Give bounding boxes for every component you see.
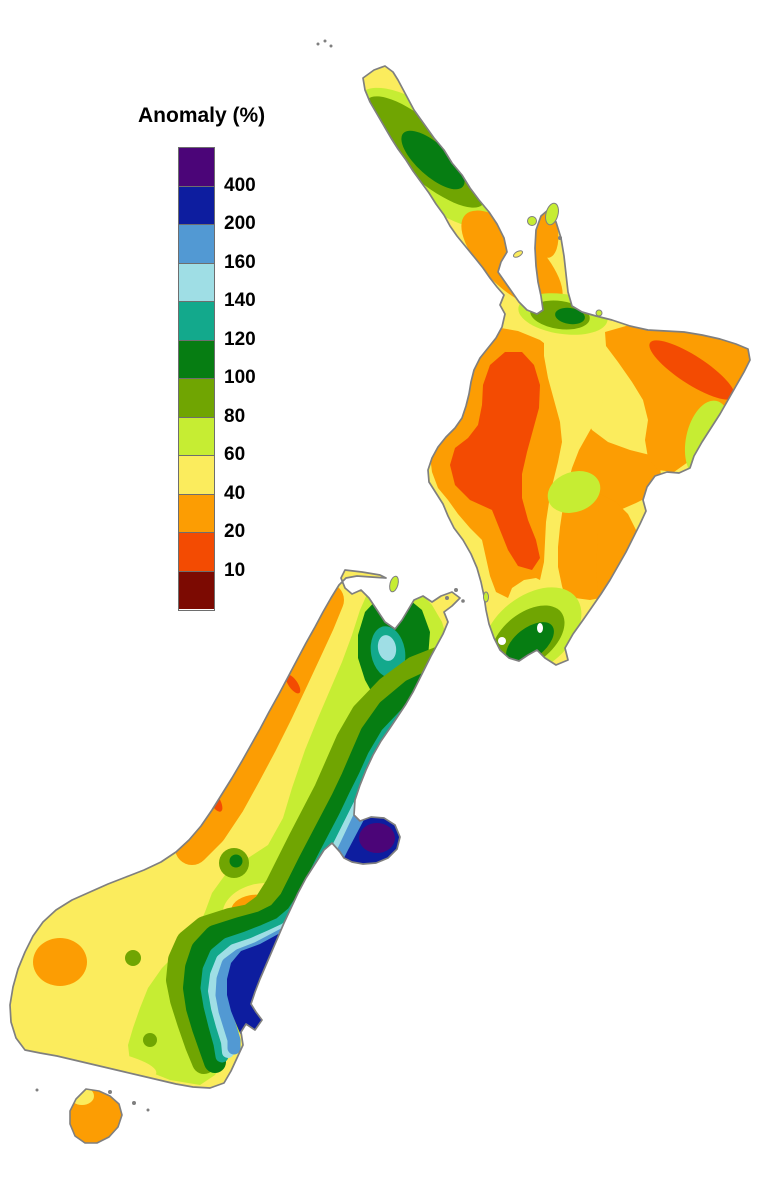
legend-tick-label: 140 [224,290,256,311]
contour-northland-darkgreen [401,130,465,190]
legend-tick-label: 100 [224,367,256,388]
sounds-islet-2 [454,588,458,592]
durville-island [389,575,399,593]
north-island-coastline [362,65,751,666]
mercury-islet [558,236,562,240]
legend-swatch [179,340,214,379]
contour-eastcape-orange [605,320,750,472]
legend-swatch [179,494,214,533]
legend-tick-label: 120 [224,328,256,350]
three-kings-islet-2 [323,39,327,43]
legend-tick-label: 80 [224,405,246,427]
contour-alps-darkgreen-band [183,665,453,1073]
contour-southland-olive-dot-1 [125,950,141,966]
legend-swatch [179,263,214,302]
north-island-contours [363,87,750,665]
contour-fiordland-orange [33,938,87,986]
great-barrier-island [545,202,559,226]
contour-westcoast-red-sliver-north [285,674,301,694]
legend-tick-label: 20 [224,521,246,542]
waiheke-island [512,250,524,258]
legend-swatch [179,379,214,418]
north-island [362,65,751,666]
contour-westcoast-orange-band [175,583,344,865]
legend-swatch [179,571,214,609]
sounds-islet-3 [461,599,465,603]
solander-islet [35,1088,39,1092]
contour-banks-purple [359,823,395,853]
contour-central-yellow-corridor [536,322,603,608]
south-island-coastline [9,569,461,1089]
ruapuke-islet [132,1101,136,1105]
contour-central-red-band [450,352,540,570]
legend-swatch [179,225,214,264]
contour-southland-olive-dot-2 [143,1033,157,1047]
three-kings-islet-1 [316,42,320,46]
stewart-islet-1 [146,1108,150,1112]
legend-tick-label: 200 [224,213,256,234]
sounds-islet-1 [445,596,449,600]
lake-wairarapa [537,623,543,633]
contour-mahia-olive [694,459,706,477]
legend-title: Anomaly (%) [138,104,266,127]
stewart-island-coastline [69,1088,123,1144]
stewart-island [69,1088,123,1144]
stewart-islet-2 [108,1090,112,1094]
legend-swatch [179,302,214,341]
small-islands [35,39,603,1112]
three-kings-islet-3 [329,44,333,48]
contour-eastcape-red-streak [649,340,735,400]
kapiti-island [483,591,489,603]
contour-canterbury-darkgreen-dot [229,854,243,868]
legend-tick-label: 400 [224,174,256,196]
legend-swatch [179,533,214,572]
south-island [9,569,461,1089]
contour-alps-olive-band [166,643,460,1074]
contour-tauranga-darkgreen [555,307,585,325]
contour-wellington-darkgreen [506,622,554,664]
legend-swatch [179,186,214,225]
wellington-harbour [498,637,506,645]
little-barrier-island [527,216,537,226]
legend-swatch [179,148,214,187]
legend-tick-label: 60 [224,444,246,465]
legend-tick-label: 40 [224,482,246,504]
contour-mahia-darkgreen [696,466,704,478]
legend-tick-label: 160 [224,251,256,273]
contour-hawkebay-yellowgreen [547,471,601,513]
legend-tick-label: 10 [224,559,246,581]
legend-swatch [179,417,214,456]
legend-swatch [179,456,214,495]
contour-nelson-cyan [377,635,397,661]
mayor-island [595,309,603,317]
legend-colorbar [178,147,215,611]
